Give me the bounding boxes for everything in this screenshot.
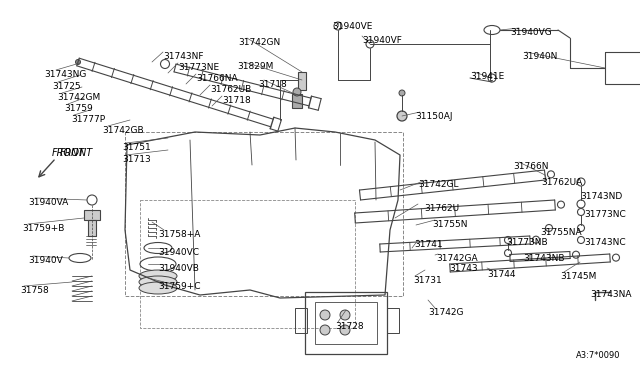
Bar (315, 302, 377, 344)
Text: 31742GB: 31742GB (102, 126, 143, 135)
Text: 31743NB: 31743NB (523, 254, 564, 263)
Circle shape (340, 325, 350, 335)
Text: 31728: 31728 (335, 322, 364, 331)
Text: 31755NA: 31755NA (540, 228, 582, 237)
Bar (605, 52, 640, 84)
Text: 31743NC: 31743NC (584, 238, 626, 247)
Bar (140, 200, 355, 328)
Text: 31751: 31751 (122, 143, 151, 152)
Text: 31743NF: 31743NF (163, 52, 204, 61)
Ellipse shape (139, 270, 177, 282)
Text: FRONT: FRONT (60, 148, 93, 158)
Text: 31718: 31718 (258, 80, 287, 89)
Bar (387, 308, 399, 333)
Text: A3:7*0090: A3:7*0090 (575, 351, 620, 360)
Text: 31829M: 31829M (237, 62, 273, 71)
Text: 31742GN: 31742GN (238, 38, 280, 47)
Text: 31755N: 31755N (432, 220, 467, 229)
Bar (88, 220, 96, 236)
Circle shape (76, 60, 81, 64)
Circle shape (340, 310, 350, 320)
Text: 31773NE: 31773NE (178, 63, 219, 72)
Circle shape (320, 310, 330, 320)
Text: 31940VC: 31940VC (158, 248, 199, 257)
Text: 31940VA: 31940VA (28, 198, 68, 207)
Text: 31766N: 31766N (513, 162, 548, 171)
Bar (298, 72, 306, 90)
Text: 31758: 31758 (20, 286, 49, 295)
Bar (305, 292, 387, 354)
Text: 31766NA: 31766NA (196, 74, 237, 83)
Text: 31150AJ: 31150AJ (415, 112, 452, 121)
Circle shape (399, 90, 405, 96)
Bar (295, 308, 307, 333)
Text: 31940VB: 31940VB (158, 264, 199, 273)
Text: 31941E: 31941E (470, 72, 504, 81)
Text: 31759: 31759 (64, 104, 93, 113)
Circle shape (320, 325, 330, 335)
Text: 31742GA: 31742GA (436, 254, 477, 263)
Ellipse shape (139, 276, 177, 288)
Text: 31743NG: 31743NG (44, 70, 86, 79)
Text: 31743NA: 31743NA (590, 290, 632, 299)
Text: 31743ND: 31743ND (580, 192, 622, 201)
Text: 31940VE: 31940VE (332, 22, 372, 31)
Text: 31777P: 31777P (71, 115, 105, 124)
Circle shape (397, 111, 407, 121)
Text: 31718: 31718 (222, 96, 251, 105)
Text: 31762UB: 31762UB (210, 85, 252, 94)
Text: 31762UA: 31762UA (541, 178, 582, 187)
Text: 31773NB: 31773NB (506, 238, 548, 247)
Ellipse shape (139, 282, 177, 294)
Text: 31742GL: 31742GL (418, 180, 458, 189)
Text: 31759+B: 31759+B (22, 224, 65, 233)
Bar (84, 210, 100, 220)
Text: 31940V: 31940V (28, 256, 63, 265)
Text: 31742GM: 31742GM (57, 93, 100, 102)
Circle shape (293, 88, 301, 96)
Text: 31713: 31713 (122, 155, 151, 164)
Text: 31743: 31743 (449, 264, 477, 273)
Text: 31741: 31741 (414, 240, 443, 249)
Bar (292, 94, 302, 108)
Text: 31758+A: 31758+A (158, 230, 200, 239)
Text: 31773NC: 31773NC (584, 210, 626, 219)
Text: 31940N: 31940N (522, 52, 557, 61)
Text: 31742G: 31742G (428, 308, 463, 317)
Text: 31744: 31744 (487, 270, 515, 279)
Text: 31940VF: 31940VF (362, 36, 402, 45)
Text: 31759+C: 31759+C (158, 282, 200, 291)
Text: 31745M: 31745M (560, 272, 596, 281)
Bar (125, 132, 403, 296)
Text: FRONT: FRONT (52, 148, 85, 158)
Text: 31725: 31725 (52, 82, 81, 91)
Text: 31940VG: 31940VG (510, 28, 552, 37)
Text: 31762U: 31762U (424, 204, 459, 213)
Text: 31731: 31731 (413, 276, 442, 285)
